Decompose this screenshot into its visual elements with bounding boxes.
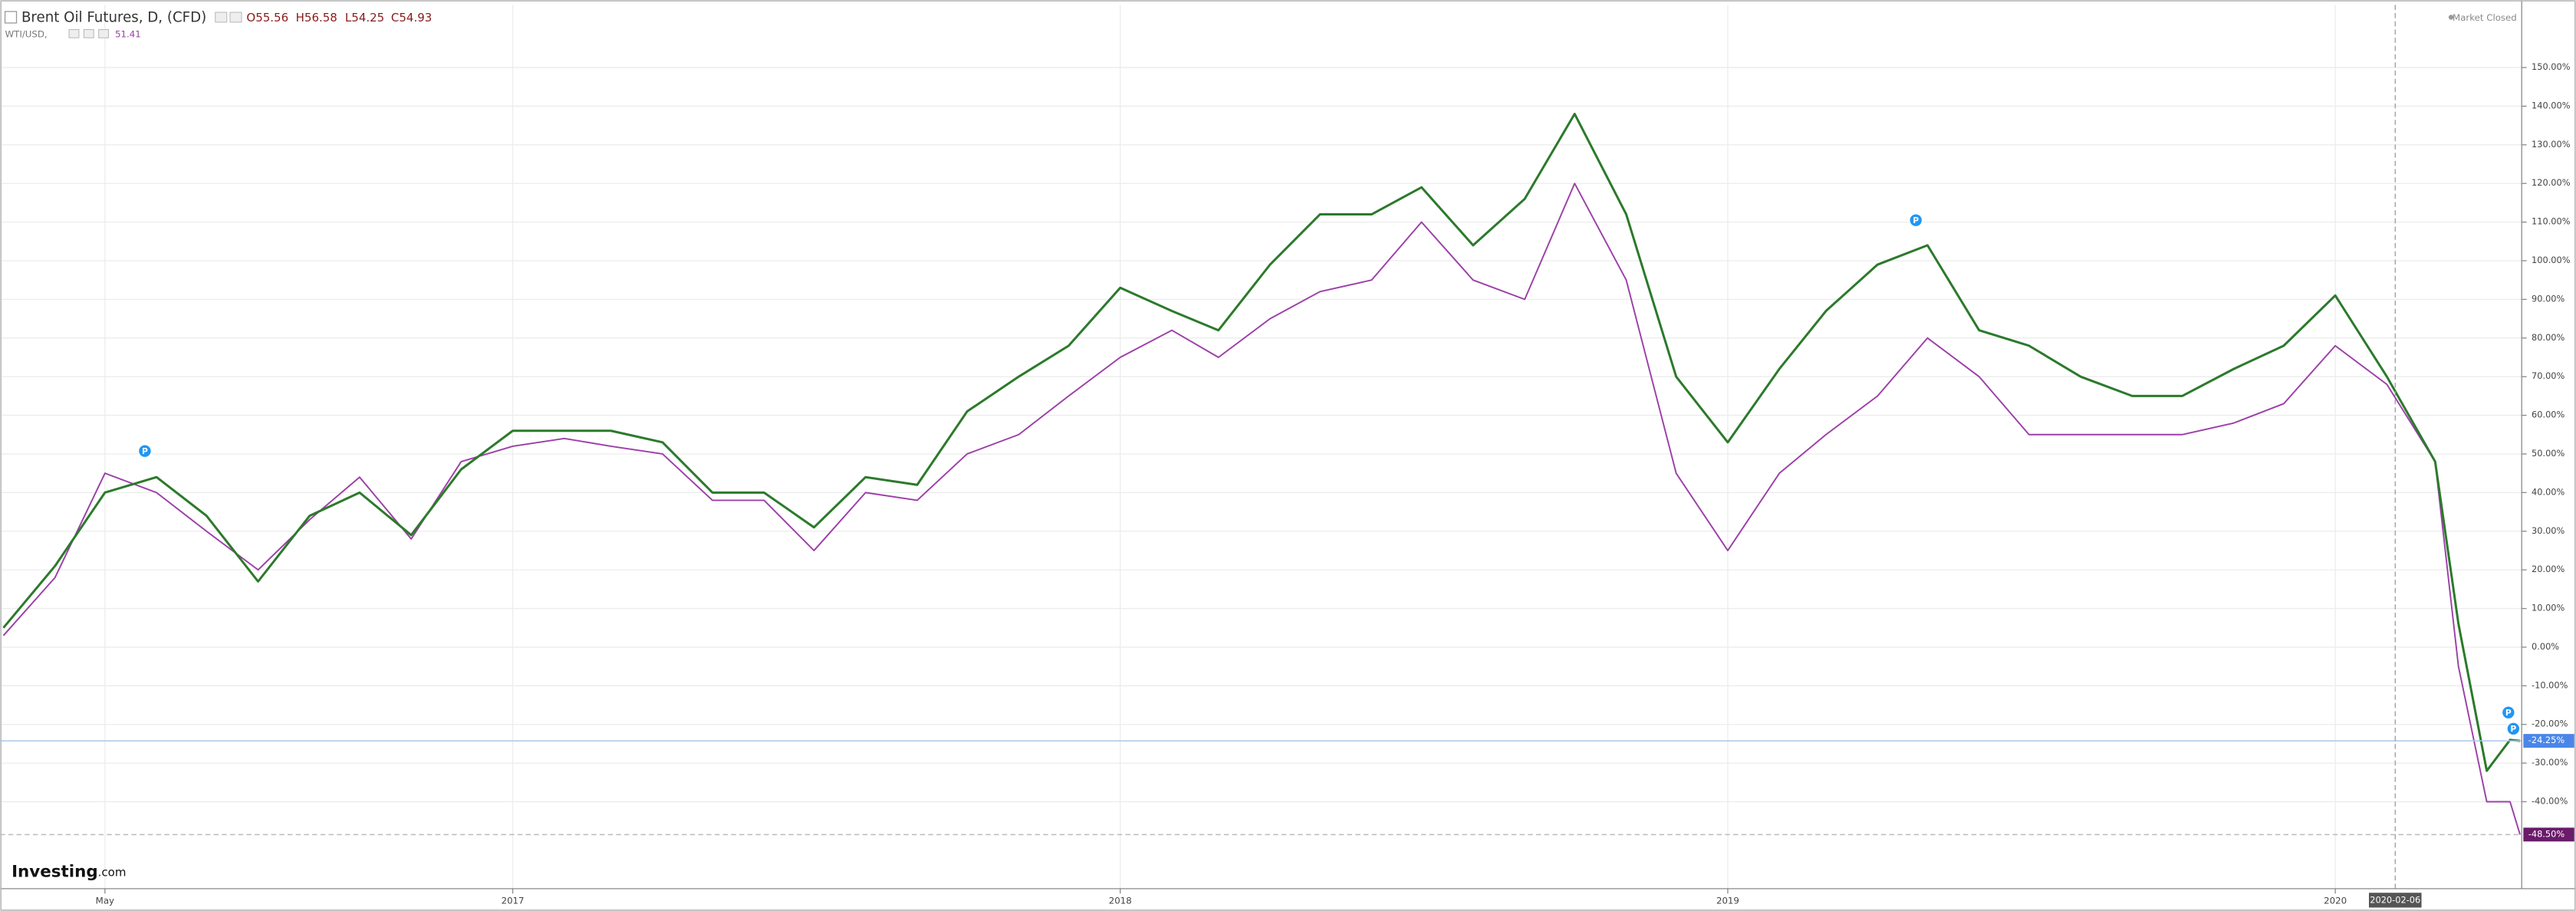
symbol-title: Brent Oil Futures, D, (CFD): [21, 10, 206, 26]
crosshair-label: 2020-02-06: [2370, 894, 2420, 905]
series-line: [2, 113, 2521, 772]
y-tick-label: 70.00%: [2532, 370, 2564, 381]
crosshair-label-box: [2368, 893, 2422, 908]
y-tick-label: 90.00%: [2532, 293, 2564, 304]
x-tick-label: May: [96, 895, 114, 906]
header: Brent Oil Futures, D, (CFD) O55.56 H56.5…: [4, 10, 2517, 39]
y-tick-label: 40.00%: [2532, 486, 2564, 497]
x-tick-label: 2019: [1716, 895, 1739, 906]
ohlc-close: C54.93: [391, 11, 432, 25]
compare-value: 51.41: [115, 28, 141, 39]
y-tick-label: 110.00%: [2532, 216, 2571, 227]
y-tick-label: 100.00%: [2532, 255, 2571, 265]
y-tick-label: 60.00%: [2532, 409, 2564, 420]
y-tick-label: 10.00%: [2532, 603, 2564, 613]
y-tick-label: 150.00%: [2532, 61, 2571, 72]
event-label: P: [1913, 215, 1919, 225]
y-tick-label: -10.00%: [2532, 679, 2568, 690]
y-tick-label: 130.00%: [2532, 139, 2571, 150]
event-marker: [2505, 721, 2521, 736]
y-tick-label: 50.00%: [2532, 448, 2564, 459]
event-marker: [1908, 212, 1923, 228]
settings-icon[interactable]: [215, 12, 228, 23]
ohlc-low: L54.25: [345, 11, 384, 25]
y-tick-label: 0.00%: [2532, 641, 2559, 652]
hide-icon[interactable]: [229, 12, 242, 23]
logo-name: Investing: [12, 862, 98, 881]
y-tick-label: 120.00%: [2532, 177, 2571, 188]
x-tick-label: 2018: [1109, 895, 1132, 906]
logo-text: Investing.com: [12, 862, 126, 881]
compare-icon[interactable]: [83, 29, 94, 38]
y-tick-label: -20.00%: [2532, 719, 2568, 729]
event-marker: [137, 443, 153, 459]
y-tick-label: -40.00%: [2532, 795, 2568, 806]
price-label: -48.50%: [2528, 828, 2565, 839]
event-label: P: [142, 446, 148, 456]
axes: -40.00% -30.00% -20.00% -10.00% 0.00% 10.00% 2…: [96, 61, 2574, 908]
ohlc-high: H56.58: [296, 11, 337, 25]
event-label: P: [2510, 724, 2516, 734]
x-tick-label: 2020: [2324, 895, 2347, 906]
logo: Investing.com: [12, 862, 126, 881]
event-label: P: [2505, 708, 2512, 718]
collapse-icon[interactable]: [4, 11, 18, 24]
ohlc-open: O55.56: [246, 11, 288, 25]
y-tick-label: 140.00%: [2532, 100, 2571, 110]
price-label-box: [2523, 827, 2574, 842]
y-tick-label: 20.00%: [2532, 564, 2564, 574]
compare-symbol: WTI/USD,: [5, 28, 48, 39]
x-tick-label: 2017: [502, 895, 525, 906]
y-tick-label: 80.00%: [2532, 332, 2564, 343]
market-status: Market Closed: [2453, 12, 2517, 23]
y-tick-label: -30.00%: [2532, 757, 2568, 768]
compare-icon[interactable]: [68, 29, 80, 38]
status-dot: [2448, 15, 2454, 20]
series-line: [2, 183, 2521, 835]
price-label: -24.25%: [2528, 735, 2565, 745]
event-marker: [2501, 705, 2516, 720]
logo-suffix: .com: [98, 865, 127, 879]
y-tick-label: 30.00%: [2532, 525, 2564, 536]
price-label-box: [2523, 734, 2574, 748]
compare-icon[interactable]: [98, 29, 110, 38]
